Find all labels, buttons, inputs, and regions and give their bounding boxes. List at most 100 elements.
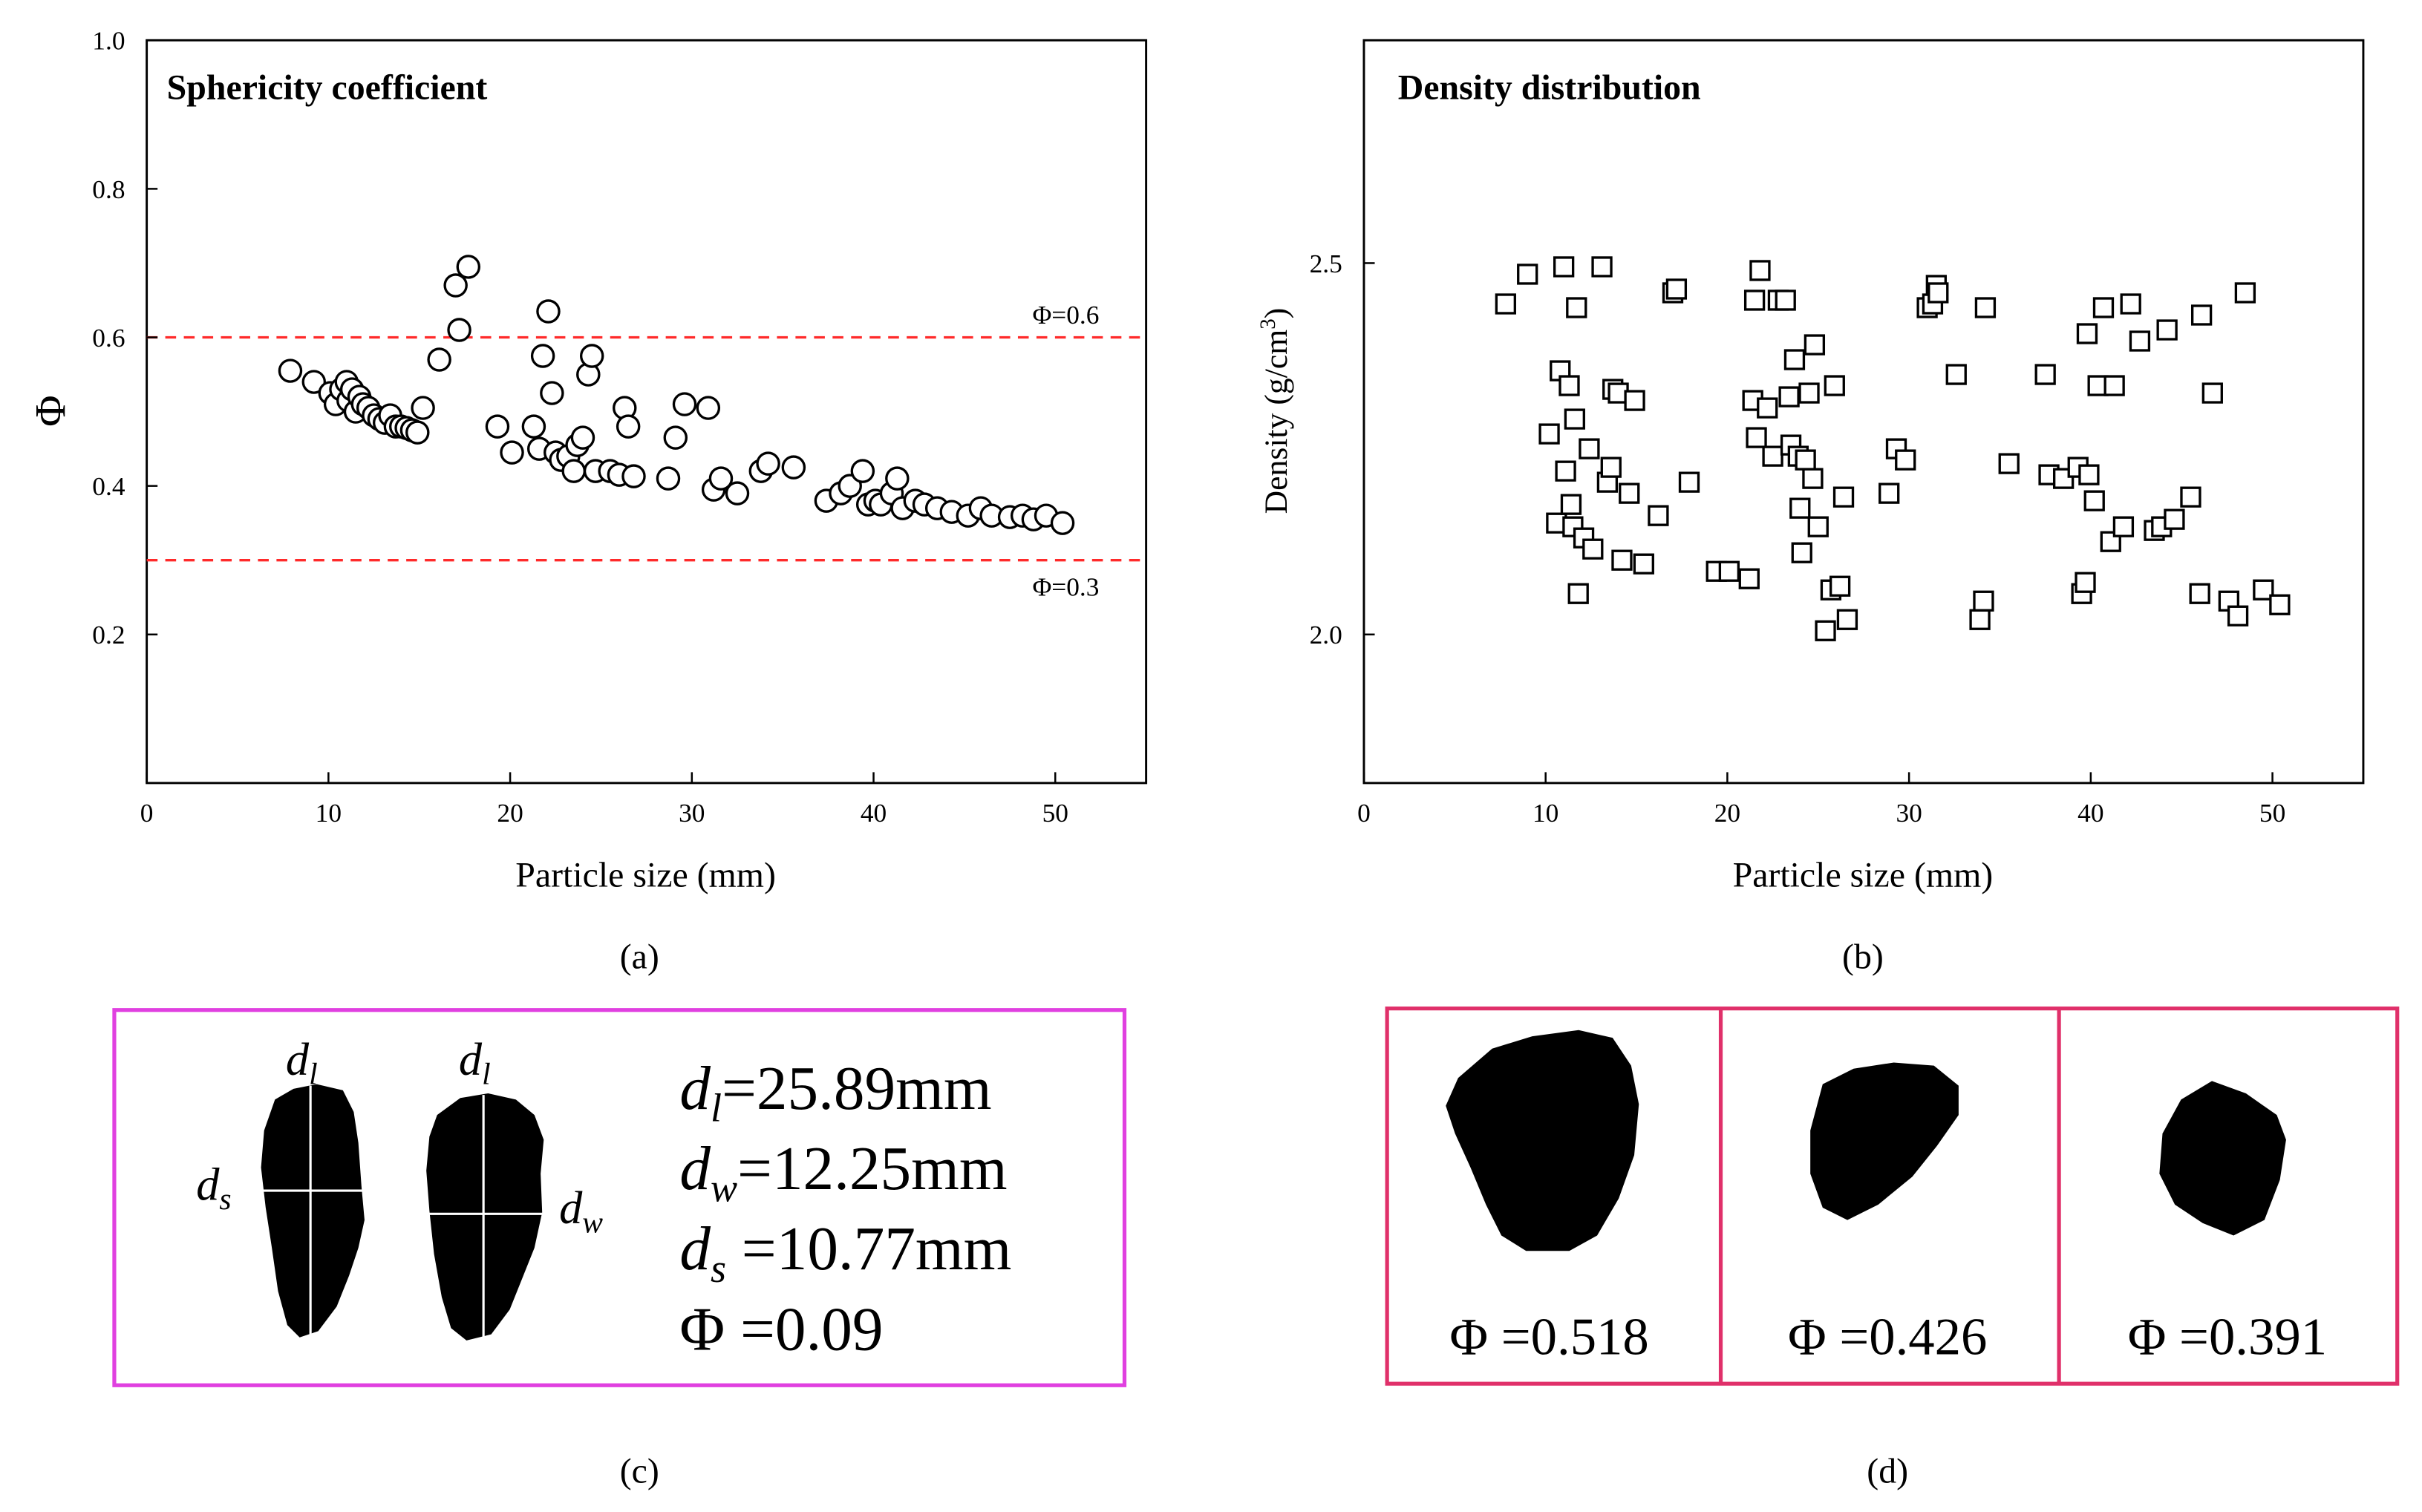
data-point [1582, 538, 1604, 560]
data-point [485, 414, 510, 439]
data-point [2034, 364, 2056, 385]
particle-silhouette-c [2159, 1081, 2286, 1236]
data-point [1746, 427, 1767, 448]
data-point [536, 299, 561, 324]
y-tick-label: 2.5 [1310, 249, 1342, 278]
data-point [2092, 297, 2115, 318]
y-tick-label: 0.2 [92, 620, 125, 649]
data-point [1567, 583, 1589, 604]
data-point [1815, 620, 1836, 641]
data-point [1757, 397, 1778, 419]
x-tick-label: 50 [2259, 798, 2285, 828]
y-tick-label: 0.4 [92, 471, 125, 501]
data-point [2075, 572, 2096, 593]
data-point [621, 464, 646, 488]
panel-letter-c: (c) [620, 1451, 659, 1490]
x-axis-label: Particle size (mm) [515, 855, 776, 894]
data-point [1832, 486, 1855, 508]
x-tick-label: 0 [140, 798, 154, 828]
panel-c-frame [112, 1008, 1127, 1387]
data-point [1804, 334, 1826, 356]
y-axis-label: Φ [26, 395, 74, 427]
data-point [2190, 304, 2213, 326]
data-point [2253, 579, 2274, 600]
particle-silhouette-2 [426, 1093, 544, 1341]
dl-label-1: dl [286, 1034, 318, 1090]
data-point [1974, 297, 1997, 318]
measurement-line: dw=12.25mm [679, 1134, 1007, 1211]
data-point [1560, 494, 1582, 515]
data-point [561, 459, 586, 483]
data-point [1824, 375, 1845, 396]
y-tick-label: 0.8 [92, 174, 125, 204]
data-point [696, 396, 721, 420]
data-point [1795, 449, 1816, 471]
density-chart: Density distribution 0 10 20 30 40 50 2.0 2.5 P… [1256, 39, 2365, 977]
data-point [1495, 293, 1516, 315]
data-point [1558, 375, 1580, 396]
data-point [1762, 445, 1783, 467]
data-point [1678, 471, 1700, 493]
panel-letter-a: (a) [620, 937, 659, 977]
x-axis-label: Particle size (mm) [1733, 855, 1994, 894]
data-point [850, 459, 875, 483]
measurement-line: ds =10.77mm [679, 1214, 1011, 1291]
data-point [411, 396, 435, 420]
chart-title: Density distribution [1398, 68, 1701, 107]
data-point [1783, 349, 1806, 370]
data-point [2156, 319, 2178, 341]
data-point [1738, 568, 1760, 589]
data-point [278, 359, 303, 383]
x-tick-label: 40 [2077, 798, 2103, 828]
data-point [579, 344, 604, 368]
data-point [1517, 264, 1538, 285]
data-point [1665, 278, 1688, 300]
data-point [1555, 460, 1576, 482]
data-point [530, 344, 555, 368]
data-point [2164, 508, 2185, 530]
data-point [2076, 323, 2098, 344]
data-point [1718, 560, 1740, 582]
data-point [2103, 375, 2125, 396]
data-point [1878, 482, 1900, 504]
x-tick-label: 20 [1714, 798, 1740, 828]
particle-silhouette-a [1446, 1030, 1639, 1251]
dw-label-2: dw [559, 1182, 603, 1239]
x-tick-label: 10 [1532, 798, 1558, 828]
plot-frame [146, 39, 1148, 785]
reference-line-label: Φ=0.6 [1032, 300, 1099, 330]
data-point [2078, 464, 2100, 485]
y-tick-label: 0.6 [92, 323, 125, 353]
data-point [2180, 486, 2201, 508]
data-point [656, 466, 681, 491]
particle-silhouette-1 [261, 1084, 365, 1338]
sphericity-chart: Sphericity coefficient Φ=0.6 Φ=0.3 0 10 20 3… [26, 26, 1148, 977]
data-point [756, 451, 780, 476]
data-point [2201, 382, 2223, 404]
y-tick-label: 2.0 [1310, 620, 1342, 649]
data-point [447, 318, 471, 342]
data-point [1633, 553, 1654, 575]
panel-d-frame [1385, 1007, 2400, 1386]
data-point [301, 370, 327, 394]
phi-label-1: Φ =0.518 [1449, 1309, 1648, 1367]
phi-label-2: Φ =0.426 [1788, 1309, 1987, 1367]
measurement-line: dl=25.89mm [679, 1054, 991, 1130]
data-point [1789, 497, 1811, 519]
data-point [2083, 490, 2105, 511]
data-point [1579, 438, 1600, 459]
data-point [1778, 386, 1800, 408]
data-point [1648, 505, 1669, 526]
x-tick-label: 40 [861, 798, 887, 828]
data-point [540, 381, 564, 405]
data-point [2112, 516, 2135, 537]
chart-title: Sphericity coefficient [167, 68, 488, 107]
data-point [672, 392, 697, 416]
data-point [1611, 549, 1633, 571]
data-point [2227, 605, 2249, 626]
data-point [2234, 282, 2256, 304]
data-point [1624, 390, 1645, 411]
data-point [1743, 289, 1766, 311]
x-tick-label: 30 [1896, 798, 1922, 828]
panel-letter-b: (b) [1842, 937, 1884, 977]
